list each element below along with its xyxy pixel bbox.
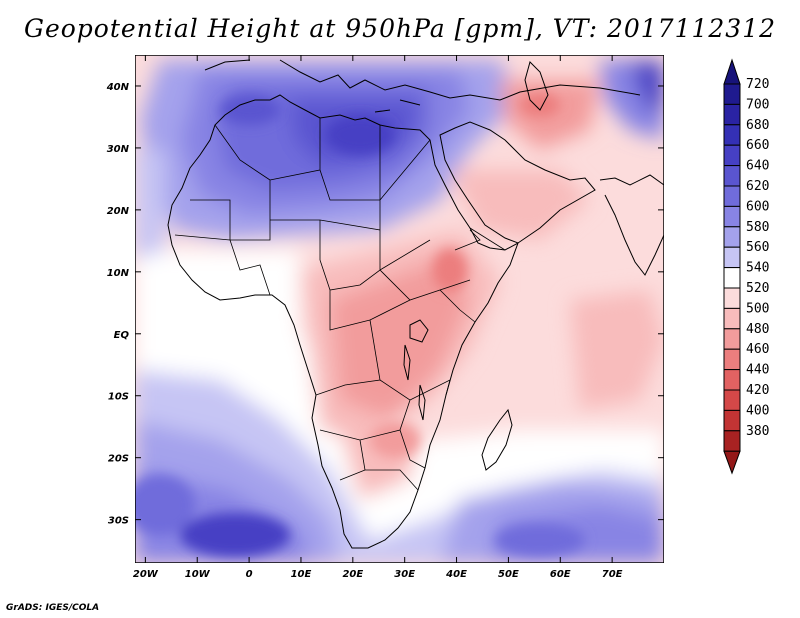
colorbar-label: 580 xyxy=(746,220,769,235)
colorbar-label: 380 xyxy=(746,424,769,439)
lon-tick-label: 20W xyxy=(133,569,159,580)
colorbar-swatch xyxy=(723,83,741,105)
colorbar: 720 700 680 660 640 620 600 580 560 540 520 500 480 4… xyxy=(723,58,769,475)
lat-tick-label: 30N xyxy=(107,144,130,155)
colorbar-swatch xyxy=(723,185,741,207)
caspian-coastline xyxy=(524,61,549,111)
lat-tick-label: 30S xyxy=(108,516,129,527)
europe-coastline xyxy=(204,59,641,113)
map-panel xyxy=(135,55,664,563)
colorbar-swatch xyxy=(723,165,741,187)
colorbar-swatch xyxy=(723,369,741,391)
country-borders xyxy=(174,118,506,491)
colorbar-swatch xyxy=(723,287,741,309)
colorbar-swatch xyxy=(723,124,741,146)
colorbar-label: 680 xyxy=(746,118,769,133)
lon-tick-label: 10E xyxy=(291,569,312,580)
lon-tick-label: 70E xyxy=(602,569,623,580)
lat-tick-label: 10N xyxy=(107,268,130,279)
colorbar-swatch xyxy=(723,267,741,289)
colorbar-label: 620 xyxy=(746,179,769,194)
colorbar-label: 420 xyxy=(746,383,769,398)
colorbar-label: 700 xyxy=(746,97,769,112)
colorbar-label: 500 xyxy=(746,301,769,316)
colorbar-label: 460 xyxy=(746,342,769,357)
india-coastline xyxy=(599,174,664,276)
lake-victoria xyxy=(409,319,429,343)
colorbar-swatch xyxy=(723,307,741,330)
colorbar-max-arrow xyxy=(723,58,741,85)
latitude-axis: 40N 30N 20N 10N EQ 10S 20S 30S xyxy=(106,82,664,527)
colorbar-swatch xyxy=(723,389,741,411)
colorbar-swatch xyxy=(723,246,741,269)
colorbar-label: 560 xyxy=(746,240,769,255)
lon-tick-label: 20E xyxy=(342,569,363,580)
colorbar-label: 540 xyxy=(746,261,769,276)
colorbar-swatch xyxy=(723,328,741,350)
lat-tick-label: 10S xyxy=(108,392,129,403)
colorbar-swatch xyxy=(723,205,741,228)
map-title: Geopotential Height at 950hPa [gpm], VT:… xyxy=(23,14,777,43)
colorbar-swatch xyxy=(723,226,741,248)
lon-tick-label: 10W xyxy=(185,569,211,580)
colorbar-swatch xyxy=(723,409,741,432)
lake-malawi xyxy=(418,384,426,421)
lat-tick-label: 40N xyxy=(106,82,130,93)
lat-tick-label: 20S xyxy=(108,454,129,465)
colorbar-min-arrow xyxy=(723,450,741,475)
madagascar-coastline xyxy=(481,408,513,471)
colorbar-label: 520 xyxy=(746,281,769,296)
colorbar-label: 660 xyxy=(746,138,769,153)
colorbar-swatch xyxy=(723,103,741,126)
colorbar-label: 480 xyxy=(746,322,769,337)
lake-tanganyika xyxy=(403,344,411,381)
colorbar-label: 720 xyxy=(746,77,769,92)
colorbar-swatch xyxy=(723,144,741,167)
colorbar-label: 600 xyxy=(746,199,769,214)
lon-tick-label: 60E xyxy=(550,569,571,580)
colorbar-label: 640 xyxy=(746,159,769,174)
longitude-axis: 20W 10W 0 10E 20E 30E 40E 50E 60E 70E xyxy=(133,55,623,580)
lat-tick-label: 20N xyxy=(107,206,130,217)
colorbar-label: 440 xyxy=(746,363,769,378)
colorbar-label: 400 xyxy=(746,403,769,418)
grads-credit: GrADS: IGES/COLA xyxy=(6,603,100,613)
lon-tick-label: 40E xyxy=(445,569,467,580)
arabia-coastline xyxy=(439,121,596,244)
field-cores xyxy=(135,93,585,557)
colorbar-swatch xyxy=(723,348,741,371)
lon-tick-label: 50E xyxy=(498,569,519,580)
lon-tick-label: 0 xyxy=(246,569,253,580)
colorbar-swatch xyxy=(723,430,741,452)
lon-tick-label: 30E xyxy=(394,569,415,580)
lat-tick-label: EQ xyxy=(114,330,130,341)
